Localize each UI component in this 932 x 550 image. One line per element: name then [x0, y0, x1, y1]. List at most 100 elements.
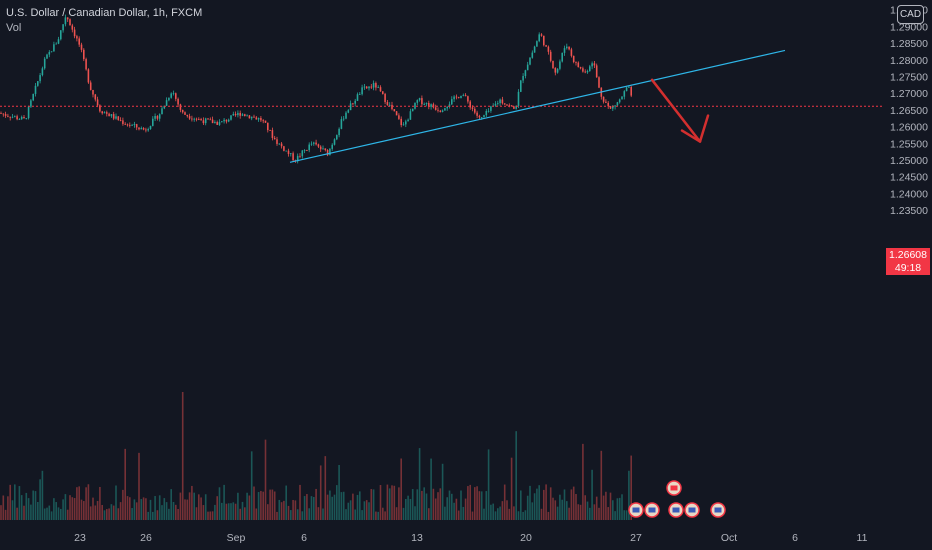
candle-body: [257, 118, 260, 120]
volume-bar: [285, 485, 287, 520]
candle-body: [618, 99, 621, 103]
candle-body: [198, 119, 200, 120]
price-tick-label: 1.28000: [890, 55, 928, 67]
volume-bar: [135, 502, 138, 520]
last-price-tag: 1.26608 49:18: [886, 248, 930, 275]
volume-bar: [572, 486, 575, 520]
candle-body: [280, 143, 283, 147]
volume-bar: [239, 508, 241, 520]
candle-body: [460, 95, 462, 98]
candle-body: [430, 104, 432, 107]
volume-bar: [563, 489, 566, 520]
volume-bar: [244, 507, 246, 520]
volume-bar: [359, 491, 361, 520]
candlestick-series: [0, 14, 632, 164]
volume-bar: [188, 492, 191, 520]
candle-body: [326, 150, 329, 156]
symbol-title[interactable]: U.S. Dollar / Canadian Dollar, 1h, FXCM: [6, 7, 203, 19]
volume-bar: [494, 511, 497, 520]
price-tick-label: 1.27500: [890, 71, 928, 83]
volume-bar: [625, 510, 628, 520]
candle-body: [209, 119, 212, 121]
candle-body: [379, 87, 382, 92]
volume-legend[interactable]: Vol: [6, 22, 22, 34]
candle-body: [407, 119, 409, 122]
volume-bar: [405, 498, 407, 520]
volume-bar: [441, 463, 444, 520]
volume-bar: [184, 499, 186, 520]
candle-body: [494, 103, 497, 106]
volume-bar: [425, 493, 428, 520]
candle-body: [338, 128, 340, 136]
candle-body: [508, 105, 511, 107]
volume-bar: [540, 508, 543, 520]
volume-bar: [340, 492, 343, 520]
candle-body: [4, 114, 7, 116]
volume-bar: [172, 501, 175, 520]
candle-body: [616, 102, 619, 106]
price-tick-label: 1.24500: [890, 172, 928, 184]
volume-bar: [126, 496, 129, 520]
volume-bar: [181, 392, 184, 520]
volume-bar: [198, 494, 200, 520]
volume-bar: [315, 488, 317, 520]
candle-body: [612, 106, 614, 109]
candle-body: [566, 46, 568, 49]
volume-bar: [108, 508, 110, 520]
currency-badge[interactable]: CAD: [897, 5, 924, 24]
volume-bar: [87, 484, 90, 520]
volume-bar: [384, 511, 386, 520]
volume-bar: [253, 486, 255, 520]
candle-body: [170, 93, 172, 98]
candle-body: [154, 116, 156, 119]
volume-bar: [513, 506, 515, 520]
volume-bar: [55, 502, 57, 520]
volume-bar: [78, 486, 80, 520]
volume-bar: [60, 508, 62, 520]
volume-bar: [487, 449, 490, 520]
candle-body: [207, 118, 209, 120]
volume-bar: [432, 488, 435, 520]
volume-bar: [92, 497, 94, 520]
volume-bar: [264, 439, 267, 520]
volume-bar: [27, 498, 30, 520]
volume-bar: [89, 506, 92, 520]
candle-body: [554, 67, 557, 73]
time-tick-label: 26: [140, 532, 152, 544]
candle-body: [142, 128, 145, 130]
candle-body: [331, 144, 333, 149]
candle-body: [575, 62, 577, 63]
candle-body: [276, 139, 278, 144]
candle-body: [342, 118, 345, 120]
volume-bar: [267, 504, 269, 520]
flag-icon: [670, 485, 678, 491]
candle-body: [503, 103, 506, 105]
volume-bar: [623, 510, 626, 520]
time-tick-label: Oct: [721, 532, 737, 544]
volume-bar: [492, 503, 494, 520]
flag-icon: [632, 507, 640, 513]
time-tick-label: 20: [520, 532, 532, 544]
volume-bar: [446, 497, 448, 520]
time-tick-label: 13: [411, 532, 423, 544]
arrow-shaft: [650, 78, 702, 143]
volume-bar: [138, 452, 140, 520]
time-tick-label: 23: [74, 532, 86, 544]
volume-bar: [538, 485, 540, 520]
candle-body: [152, 118, 154, 126]
volume-bar: [522, 511, 524, 520]
candle-body: [110, 114, 113, 117]
volume-bar: [434, 498, 437, 520]
candle-body: [211, 119, 214, 124]
volume-bar: [39, 479, 41, 520]
volume-bar: [388, 488, 391, 520]
candle-body: [308, 144, 310, 151]
volume-bar: [393, 485, 396, 520]
volume-bar: [386, 484, 389, 520]
volume-bar: [214, 504, 216, 520]
candle-body: [264, 120, 267, 123]
candle-body: [402, 124, 405, 126]
candle-body: [92, 89, 94, 95]
candle-body: [27, 106, 30, 119]
